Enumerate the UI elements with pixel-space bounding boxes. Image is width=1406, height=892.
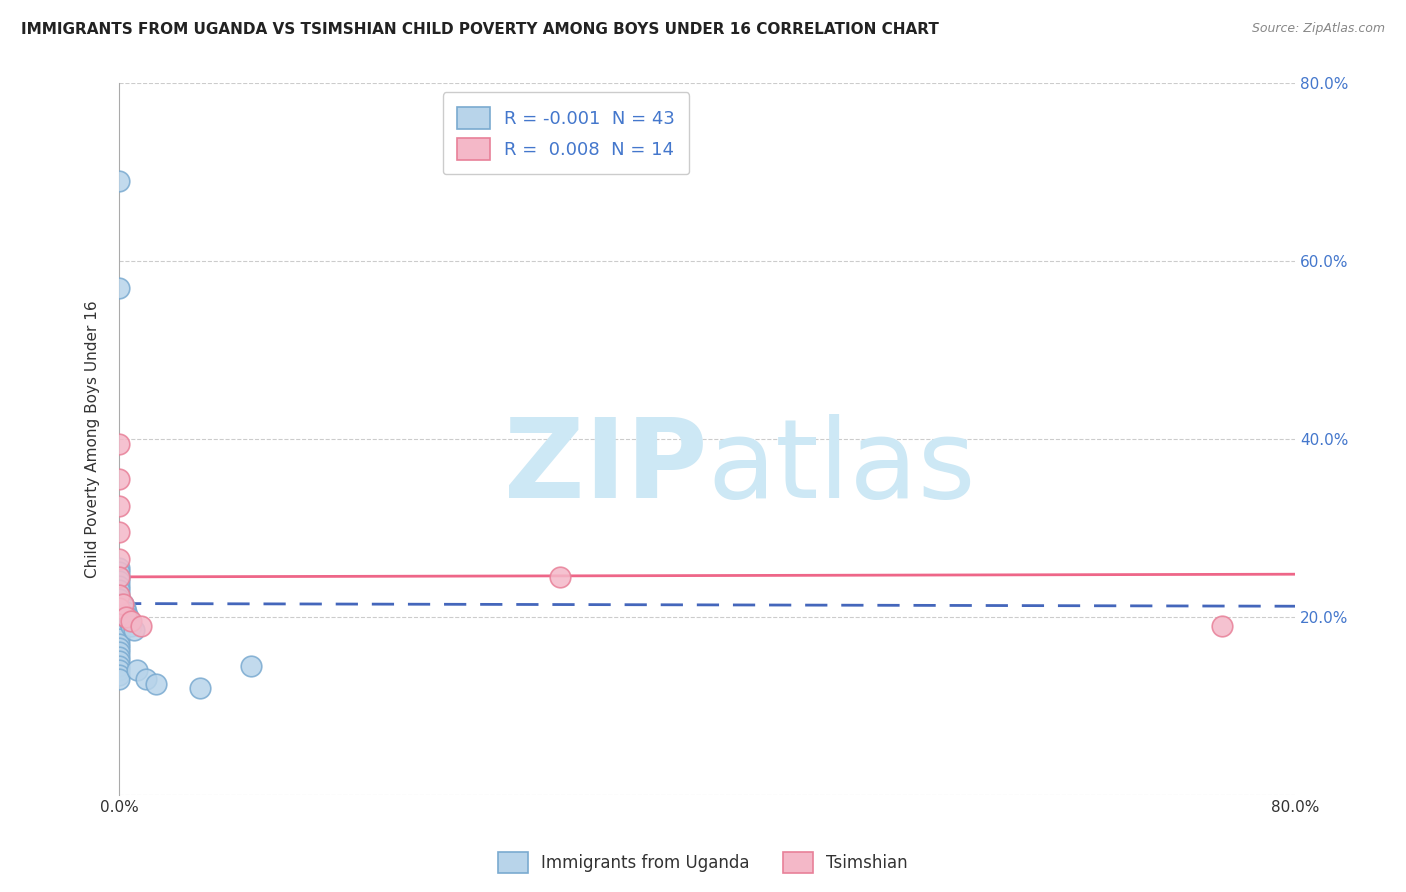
Point <box>108 597 131 611</box>
Point <box>108 624 131 638</box>
Point <box>108 601 131 615</box>
Point <box>117 610 139 624</box>
Point <box>115 610 138 624</box>
Legend: Immigrants from Uganda, Tsimshian: Immigrants from Uganda, Tsimshian <box>491 846 915 880</box>
Point <box>108 663 131 677</box>
Point <box>120 619 142 633</box>
Point <box>108 658 131 673</box>
Point <box>108 472 131 486</box>
Point <box>108 636 131 650</box>
Point <box>108 583 131 598</box>
Legend: R = -0.001  N = 43, R =  0.008  N = 14: R = -0.001 N = 43, R = 0.008 N = 14 <box>443 93 689 175</box>
Point <box>108 649 131 664</box>
Point <box>120 615 142 629</box>
Point <box>188 681 211 695</box>
Point <box>108 561 131 575</box>
Point <box>108 640 131 655</box>
Point <box>112 597 135 611</box>
Point <box>108 610 131 624</box>
Point <box>108 654 131 668</box>
Point <box>108 592 131 607</box>
Point <box>108 566 131 580</box>
Point <box>108 174 131 188</box>
Text: IMMIGRANTS FROM UGANDA VS TSIMSHIAN CHILD POVERTY AMONG BOYS UNDER 16 CORRELATIO: IMMIGRANTS FROM UGANDA VS TSIMSHIAN CHIL… <box>21 22 939 37</box>
Text: Source: ZipAtlas.com: Source: ZipAtlas.com <box>1251 22 1385 36</box>
Point <box>122 624 145 638</box>
Point <box>108 570 131 584</box>
Point <box>108 606 131 620</box>
Point <box>108 619 131 633</box>
Point <box>108 588 131 602</box>
Point <box>108 281 131 295</box>
Point <box>108 645 131 659</box>
Point <box>108 579 131 593</box>
Point <box>108 499 131 513</box>
Point <box>115 606 138 620</box>
Point <box>108 601 131 615</box>
Point <box>108 672 131 686</box>
Point <box>240 658 263 673</box>
Point <box>108 525 131 540</box>
Point <box>129 619 152 633</box>
Point <box>108 667 131 681</box>
Point <box>108 601 131 615</box>
Point <box>112 597 135 611</box>
Point <box>108 592 131 607</box>
Point <box>118 615 141 629</box>
Point <box>1211 619 1233 633</box>
Point <box>114 601 136 615</box>
Point <box>108 570 131 584</box>
Point <box>548 570 571 584</box>
Point <box>108 615 131 629</box>
Point <box>108 632 131 646</box>
Point <box>108 610 131 624</box>
Point <box>125 663 148 677</box>
Text: ZIP: ZIP <box>503 414 707 521</box>
Point <box>108 436 131 450</box>
Point <box>108 552 131 566</box>
Text: atlas: atlas <box>707 414 976 521</box>
Y-axis label: Child Poverty Among Boys Under 16: Child Poverty Among Boys Under 16 <box>86 301 100 578</box>
Point <box>108 588 131 602</box>
Point <box>134 672 156 686</box>
Point <box>145 676 167 690</box>
Point <box>108 628 131 642</box>
Point <box>108 574 131 589</box>
